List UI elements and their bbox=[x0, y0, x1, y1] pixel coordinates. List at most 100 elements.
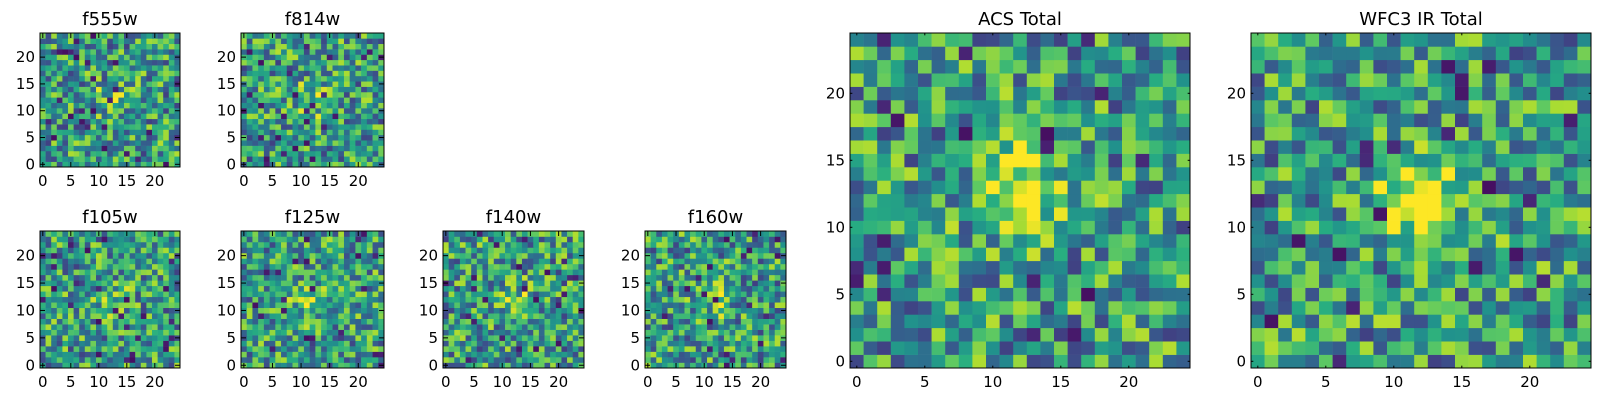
heatmap-cell bbox=[332, 97, 339, 103]
heatmap-cell bbox=[56, 291, 63, 298]
heatmap-cell bbox=[241, 346, 248, 352]
heatmap-cell bbox=[890, 193, 905, 208]
heatmap-cell bbox=[1523, 234, 1537, 248]
heatmap-cell bbox=[321, 263, 328, 270]
heatmap-cell bbox=[476, 258, 483, 265]
heatmap-cell bbox=[157, 38, 164, 45]
heatmap-cell bbox=[572, 362, 579, 369]
heatmap-cell bbox=[252, 351, 259, 358]
heatmap-cell bbox=[361, 91, 368, 98]
heatmap-cell bbox=[174, 102, 181, 109]
heatmap-cell bbox=[309, 329, 316, 336]
heatmap-cell bbox=[1278, 301, 1293, 315]
heatmap-cell bbox=[578, 291, 585, 298]
heatmap-cell bbox=[1054, 86, 1068, 101]
heatmap-cell bbox=[68, 274, 74, 281]
heatmap-cell bbox=[1013, 341, 1028, 355]
heatmap-cell bbox=[79, 49, 86, 55]
heatmap-cell bbox=[107, 97, 114, 103]
heatmap-cell bbox=[62, 335, 69, 341]
heatmap-cell bbox=[135, 134, 142, 141]
heatmap-cell bbox=[729, 274, 736, 281]
heatmap-cell bbox=[96, 102, 102, 109]
heatmap-cell bbox=[263, 329, 270, 336]
heatmap-cell bbox=[533, 252, 540, 259]
heatmap-cell bbox=[140, 124, 147, 130]
heatmap-cell bbox=[174, 357, 181, 363]
heatmap-cell bbox=[321, 247, 328, 254]
heatmap-cell bbox=[1094, 126, 1109, 141]
heatmap-cell bbox=[1319, 180, 1333, 195]
heatmap-cell bbox=[68, 150, 74, 157]
heatmap-cell bbox=[729, 324, 736, 330]
heatmap-cell bbox=[1455, 247, 1469, 262]
heatmap-cell bbox=[321, 81, 328, 87]
heatmap-cell bbox=[129, 346, 136, 352]
heatmap-cell bbox=[673, 313, 680, 319]
heatmap-cell bbox=[246, 113, 253, 120]
heatmap-cell bbox=[246, 134, 253, 141]
heatmap-cell bbox=[343, 75, 350, 82]
heatmap-cell bbox=[292, 269, 299, 276]
heatmap-cell bbox=[505, 274, 511, 281]
x-tick-label: 10 bbox=[89, 172, 108, 190]
heatmap-cell bbox=[292, 54, 299, 61]
heatmap-cell bbox=[757, 280, 764, 287]
heatmap-cell bbox=[68, 97, 74, 103]
heatmap-cell bbox=[1094, 341, 1109, 355]
heatmap-cell bbox=[303, 241, 310, 248]
x-tick-label: 0 bbox=[643, 373, 653, 391]
heatmap-cell bbox=[263, 318, 270, 325]
heatmap-cell bbox=[303, 156, 310, 162]
heatmap-cell bbox=[40, 102, 46, 109]
heatmap-cell bbox=[918, 46, 932, 61]
heatmap-cell bbox=[1122, 193, 1136, 208]
heatmap-cell bbox=[355, 118, 362, 125]
heatmap-cell bbox=[510, 307, 517, 314]
heatmap-cell bbox=[972, 59, 987, 74]
heatmap-cell bbox=[56, 102, 63, 109]
heatmap-cell bbox=[863, 220, 878, 235]
heatmap-cell bbox=[763, 357, 770, 363]
heatmap-cell bbox=[112, 241, 119, 248]
heatmap-cell bbox=[763, 307, 770, 314]
heatmap-cell bbox=[931, 341, 946, 355]
heatmap-cell bbox=[349, 124, 356, 130]
heatmap-cell bbox=[877, 59, 892, 74]
heatmap-cell bbox=[168, 54, 175, 61]
heatmap-cell bbox=[544, 241, 551, 248]
heatmap-cell bbox=[521, 241, 528, 248]
heatmap-cell bbox=[1332, 354, 1347, 369]
heatmap-cell bbox=[757, 357, 764, 363]
heatmap-cell bbox=[163, 296, 170, 303]
heatmap-cell bbox=[40, 86, 46, 93]
heatmap-cell bbox=[476, 247, 483, 254]
heatmap-cell bbox=[945, 327, 960, 342]
heatmap-cell bbox=[1149, 140, 1164, 154]
heatmap-cell bbox=[326, 54, 333, 61]
heatmap-cell bbox=[454, 274, 461, 281]
heatmap-cell bbox=[850, 59, 864, 74]
heatmap-cell bbox=[174, 129, 181, 136]
heatmap-cell bbox=[286, 346, 293, 352]
heatmap-cell bbox=[1455, 207, 1469, 221]
heatmap-cell bbox=[321, 102, 328, 109]
heatmap-cell bbox=[140, 49, 147, 55]
heatmap-cell bbox=[746, 335, 753, 341]
heatmap-cell bbox=[372, 351, 379, 358]
heatmap-cell bbox=[168, 258, 175, 265]
heatmap-cell bbox=[482, 362, 489, 369]
heatmap-cell bbox=[904, 113, 919, 128]
heatmap-cell bbox=[68, 43, 74, 50]
heatmap-cell bbox=[471, 252, 478, 259]
heatmap-cell bbox=[366, 313, 373, 319]
heatmap-cell bbox=[645, 274, 651, 281]
heatmap-cell bbox=[107, 313, 114, 319]
heatmap-cell bbox=[1523, 354, 1537, 369]
heatmap-cell bbox=[163, 307, 170, 314]
heatmap-cell bbox=[1122, 207, 1136, 221]
heatmap-cell bbox=[292, 329, 299, 336]
heatmap-cell bbox=[45, 236, 52, 243]
heatmap-cell bbox=[246, 33, 253, 39]
x-tick-label: 20 bbox=[145, 172, 164, 190]
